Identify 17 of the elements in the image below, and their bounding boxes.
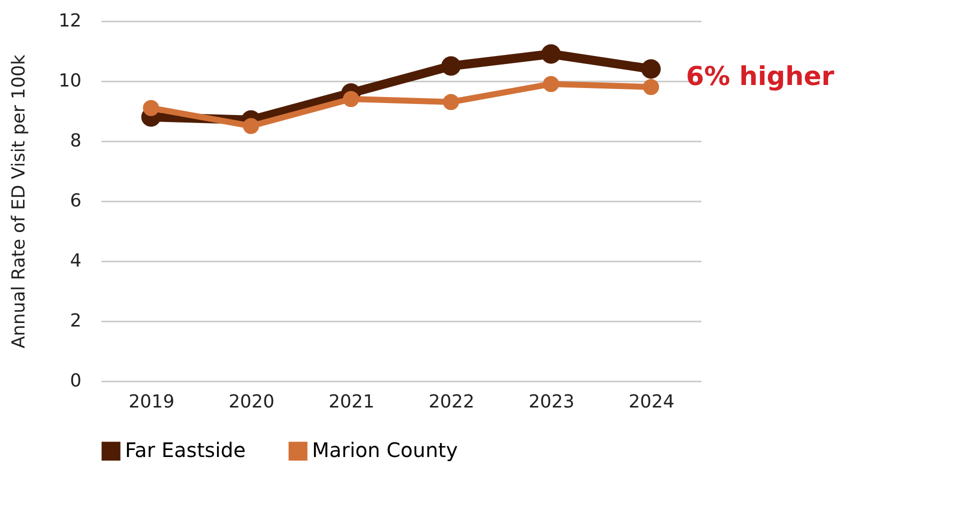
y-tick-label: 4 <box>70 250 82 272</box>
x-tick-label: 2023 <box>528 392 574 412</box>
y-axis-title: Annual Rate of ED Visit per 100k <box>8 54 30 348</box>
y-tick-label: 12 <box>58 10 82 32</box>
x-tick-label: 2022 <box>428 392 474 412</box>
legend-label: Far Eastside <box>125 438 246 462</box>
y-tick-label: 2 <box>70 310 82 332</box>
x-tick-label: 2020 <box>228 392 274 412</box>
y-tick-label: 8 <box>70 130 82 152</box>
y-tick-label: 6 <box>70 190 82 212</box>
legend-label: Marion County <box>312 438 458 462</box>
y-tick-label: 0 <box>70 370 82 392</box>
y-tick-label: 10 <box>58 70 82 92</box>
annotation: 6% higher <box>686 62 834 92</box>
x-tick-label: 2019 <box>128 392 174 412</box>
x-tick-label: 2021 <box>328 392 374 412</box>
x-tick-label: 2024 <box>628 392 674 412</box>
